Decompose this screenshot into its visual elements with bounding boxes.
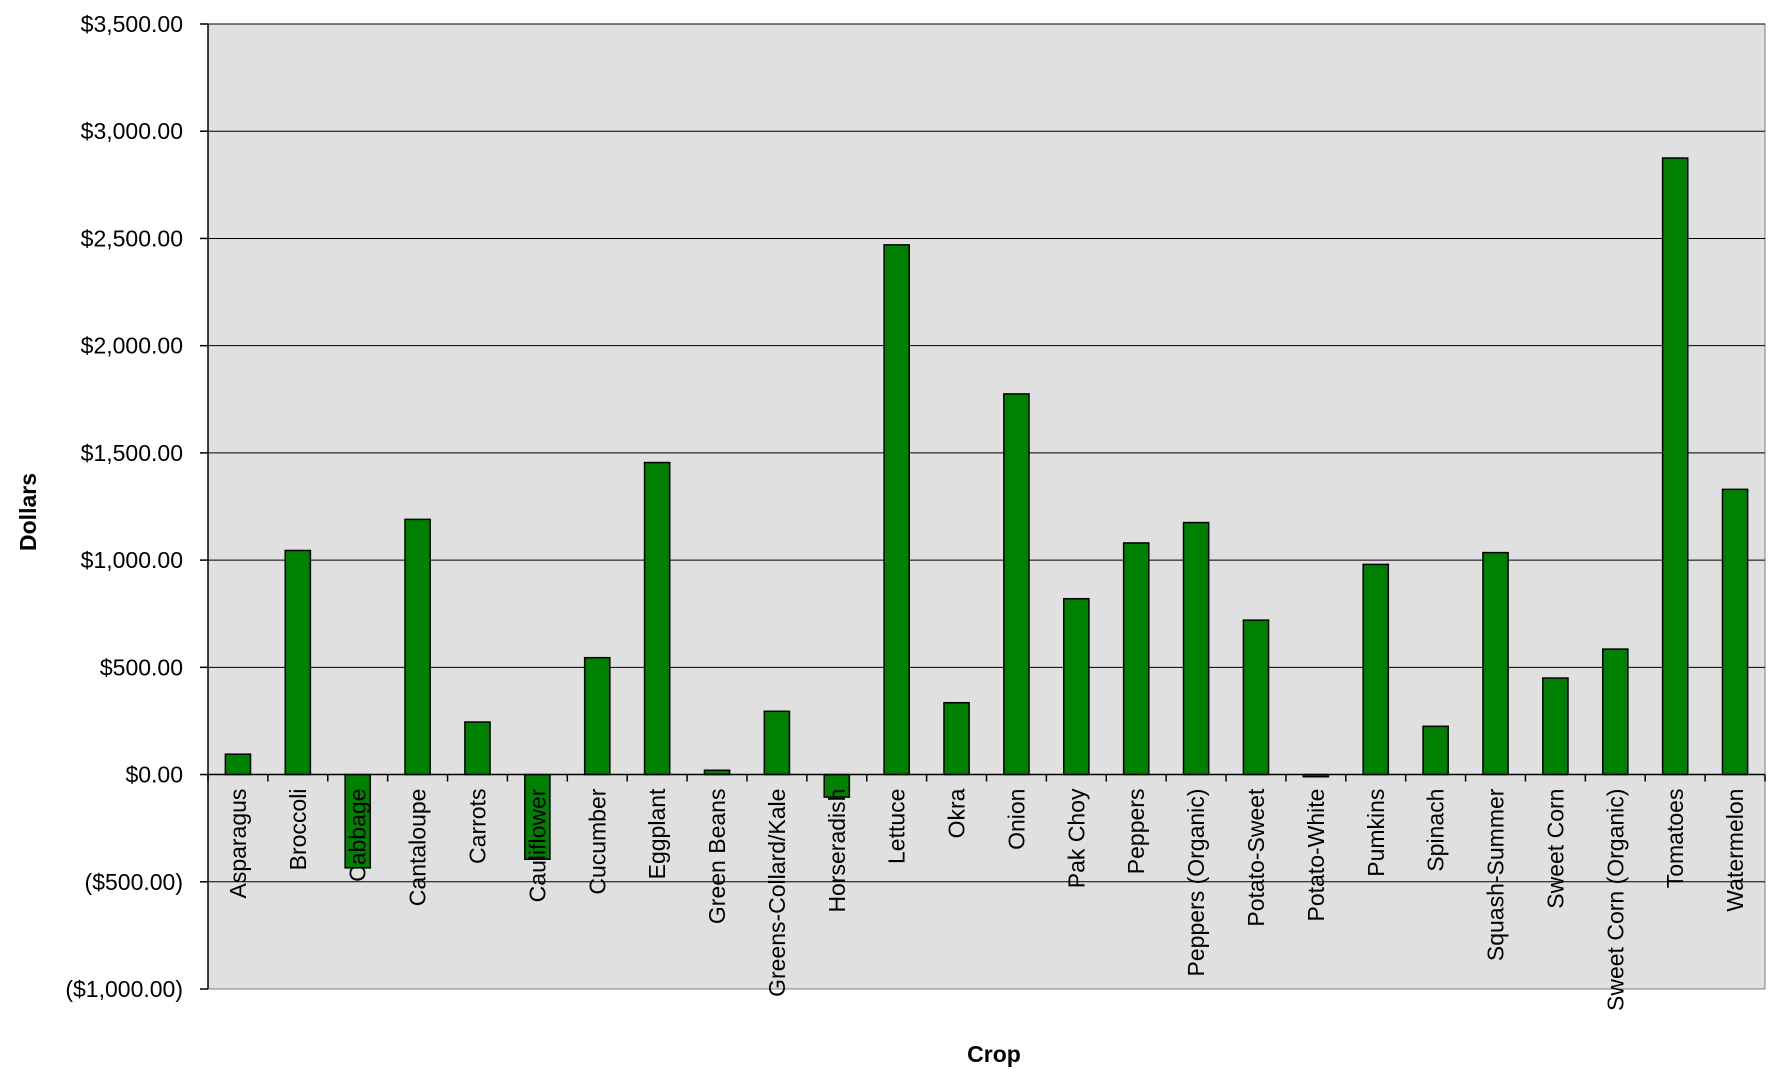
y-tick-labels: ($1,000.00) ($500.00) $0.00 $500.00 $1,000.0…	[65, 11, 183, 1002]
y-tick-label: $2,500.00	[81, 225, 183, 251]
bar-okra	[943, 701, 970, 776]
x-tick-label: Green Beans	[704, 789, 730, 925]
x-tick-label: Spinach	[1423, 789, 1449, 872]
x-axis-label: Crop	[967, 1041, 1021, 1067]
bars	[224, 157, 1749, 869]
y-tick-label: ($1,000.00)	[65, 976, 183, 1002]
x-tick-label: Squash-Summer	[1483, 788, 1509, 961]
bar-lettuce	[883, 244, 910, 776]
y-tick-label: $3,000.00	[81, 118, 183, 144]
x-tick-label: Eggplant	[644, 788, 670, 879]
x-tick-label: Cantaloupe	[405, 789, 431, 907]
x-tick-label: Cabbage	[345, 789, 371, 882]
bar-sweet-corn	[1542, 677, 1569, 776]
bar-sweet-corn-organic	[1601, 648, 1629, 776]
x-tick-label: Potato-White	[1303, 789, 1329, 922]
x-tick-labels: Asparagus Broccoli Cabbage Cantaloupe Carrot…	[225, 788, 1748, 1011]
y-axis-label: Dollars	[15, 473, 41, 551]
x-tick-label: Peppers (Organic)	[1183, 789, 1209, 977]
axes	[200, 23, 1766, 990]
bar-tomatoes	[1661, 157, 1689, 776]
bar-cantaloupe	[404, 518, 431, 776]
x-tick-label: Peppers	[1123, 789, 1149, 875]
bar-pumkins	[1362, 563, 1390, 776]
bar-carrots	[464, 721, 491, 776]
x-tick-label: Cauliflower	[524, 788, 550, 902]
y-tick-label: $3,500.00	[81, 11, 183, 37]
bar-pak-choy	[1063, 597, 1090, 776]
x-tick-label: Tomatoes	[1662, 789, 1688, 889]
bar-watermelon	[1721, 488, 1749, 776]
bar-peppers-organic	[1182, 521, 1210, 776]
y-tick-label: $1,500.00	[81, 440, 183, 466]
x-tick-label: Cucumber	[584, 788, 610, 894]
bar-greens-collard-kale	[763, 710, 791, 776]
bar-cucumber	[583, 656, 611, 776]
bar-broccoli	[284, 549, 312, 776]
bar-cauliflower	[524, 773, 551, 861]
bar-squash-summer	[1482, 551, 1509, 776]
bar-peppers	[1122, 542, 1150, 776]
bar-potato-sweet	[1242, 619, 1270, 776]
x-tick-label: Potato-Sweet	[1243, 788, 1269, 927]
bar-onion	[1003, 393, 1030, 776]
x-tick-label: Asparagus	[225, 789, 251, 899]
y-tick-label: $2,000.00	[81, 333, 183, 359]
x-tick-label: Pumkins	[1363, 789, 1389, 877]
x-tick-label: Sweet Corn	[1542, 789, 1568, 909]
x-tick-label: Okra	[944, 788, 970, 838]
x-tick-label: Lettuce	[884, 789, 910, 864]
x-tick-label: Onion	[1003, 789, 1029, 850]
bar-eggplant	[643, 461, 671, 776]
x-tick-label: Pak Choy	[1063, 788, 1089, 888]
x-tick-label: Broccoli	[285, 789, 311, 871]
x-tick-label: Horseradish	[824, 789, 850, 913]
plot-area	[207, 23, 1766, 990]
y-tick-label: $1,000.00	[81, 547, 183, 573]
y-tick-label: ($500.00)	[85, 869, 183, 895]
x-tick-label: Carrots	[464, 789, 490, 864]
y-tick-label: $500.00	[100, 654, 183, 680]
x-tick-label: Sweet Corn (Organic)	[1602, 789, 1628, 1011]
y-tick-label: $0.00	[125, 762, 183, 788]
bar-spinach	[1422, 725, 1449, 776]
bar-asparagus	[224, 753, 252, 776]
x-tick-label: Greens-Collard/Kale	[764, 789, 790, 997]
x-tick-label: Watermelon	[1722, 789, 1748, 912]
